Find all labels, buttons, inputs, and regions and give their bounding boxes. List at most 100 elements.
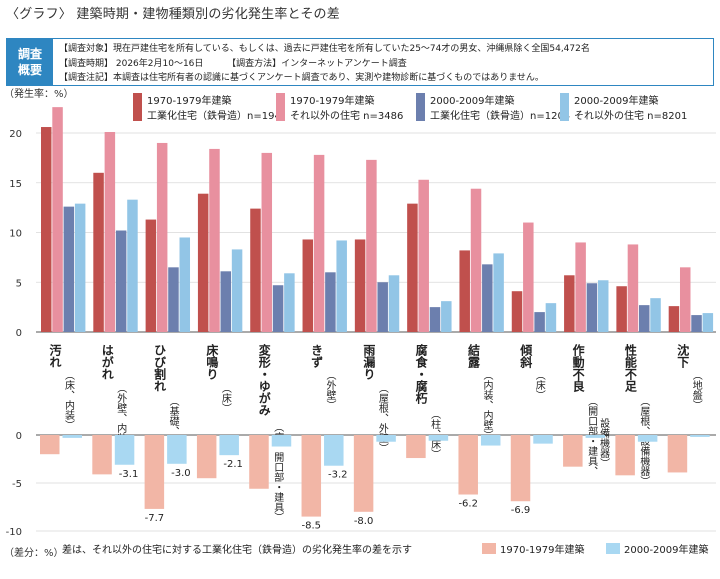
bar-bottom <box>458 435 478 495</box>
legend-label-top: 工業化住宅（鉄骨造）n=1204 <box>430 109 570 122</box>
bar-top <box>52 107 63 332</box>
bar-bottom <box>428 435 449 441</box>
category-label: ひび割れ <box>153 344 167 392</box>
survey-method: 【調査方法】インターネットアンケート調査 <box>227 59 407 69</box>
bar-top <box>627 244 639 332</box>
bar-bottom <box>219 435 239 456</box>
bar-top <box>354 239 366 332</box>
bar-top <box>325 272 336 332</box>
legend-label-bottom: 2000-2009年建築 <box>624 543 709 556</box>
data-label-bottom: -8.5 <box>302 521 322 532</box>
category-label: 腐食・腐朽 <box>414 343 428 405</box>
data-label-bottom: -6.9 <box>511 505 531 516</box>
bar-top <box>145 219 157 332</box>
category-label: 沈下 <box>676 343 690 369</box>
bar-bottom <box>615 435 635 476</box>
legend-label-bottom: 1970-1979年建築 <box>500 543 585 556</box>
y-tick-label-bottom: -10 <box>6 527 22 538</box>
survey-summary-box: 調査 概要 【調査対象】現在戸建住宅を所有している、もしくは、過去に戸建住宅を所… <box>6 38 714 86</box>
bar-bottom <box>533 435 553 444</box>
y-axis-label-bottom: （差分：%） <box>4 546 64 559</box>
bar-top <box>388 275 400 332</box>
bar-top <box>272 285 284 332</box>
legend-label-top: それ以外の住宅 n=8201 <box>574 109 687 122</box>
survey-target: 【調査対象】現在戸建住宅を所有している、もしくは、過去に戸建住宅を所有していた2… <box>59 44 590 54</box>
y-tick-label-bottom: -5 <box>12 479 22 490</box>
bar-top <box>534 312 545 332</box>
legend-swatch-bottom <box>606 543 620 554</box>
category-sublabel: （外壁） <box>324 370 336 410</box>
bar-top <box>168 267 179 332</box>
bar-bottom <box>480 435 501 446</box>
legend-swatch-bottom <box>482 543 496 554</box>
bar-top <box>302 239 314 332</box>
bar-top <box>511 291 523 332</box>
data-label-bottom: -3.2 <box>328 470 348 481</box>
bar-top <box>284 273 295 332</box>
category-sublabel: （地盤） <box>690 370 702 410</box>
bar-top <box>564 275 575 332</box>
category-sublabel: （床） <box>533 370 545 400</box>
bar-top <box>575 242 586 332</box>
y-tick-label-top: 0 <box>16 328 22 339</box>
bar-bottom <box>301 435 322 517</box>
bar-top <box>616 286 627 332</box>
category-label: 結露 <box>466 343 480 369</box>
category-label: 雨漏り <box>362 344 376 380</box>
data-label-bottom: -6.2 <box>458 499 478 510</box>
bar-bottom <box>667 435 688 473</box>
data-label-bottom: -2.1 <box>223 459 243 470</box>
category-label: 傾斜 <box>519 343 533 369</box>
data-label-bottom: -8.0 <box>354 516 374 527</box>
bar-top <box>597 280 609 332</box>
survey-period: 【調査時期】 2026年2月10～16日 <box>59 59 204 69</box>
category-label: 変形・ゆがみ <box>257 343 271 416</box>
survey-badge-line2: 概要 <box>17 63 42 77</box>
bar-top <box>41 127 52 332</box>
bar-top <box>668 306 680 332</box>
bar-top <box>179 237 191 332</box>
legend-label-top: 2000-2009年建築 <box>430 94 515 107</box>
bar-top <box>366 159 377 332</box>
legend-swatch-top <box>133 93 142 121</box>
bar-bottom <box>406 435 426 459</box>
bar-top <box>220 271 232 332</box>
bar-bottom <box>114 435 135 465</box>
bar-bottom <box>690 435 710 437</box>
bar-bottom <box>271 435 292 447</box>
bar-bottom <box>510 435 531 502</box>
category-sublabel: （床、内装） <box>63 370 75 430</box>
bar-top <box>679 267 691 332</box>
legend-swatch-top <box>560 93 569 121</box>
y-axis-label-top: （発生率：%） <box>4 87 74 100</box>
legend-label-top: 工業化住宅（鉄骨造）n=194 <box>147 109 281 122</box>
data-label-bottom: -7.7 <box>145 513 165 524</box>
bar-top <box>377 282 388 332</box>
bar-bottom <box>563 435 583 467</box>
category-sublabel: 設備機器） <box>598 417 610 468</box>
bar-top <box>523 222 534 332</box>
category-sublabel: （屋根、外壁） <box>376 383 388 453</box>
bar-bottom <box>376 435 396 442</box>
bar-top <box>156 142 168 332</box>
bar-top <box>63 206 75 332</box>
y-tick-label-bottom: 0 <box>16 431 22 442</box>
legend-label-top: 1970-1979年建築 <box>290 94 375 107</box>
bar-bottom <box>637 435 658 442</box>
y-tick-label-top: 15 <box>9 179 22 190</box>
bar-bottom <box>585 435 606 438</box>
y-tick-label-top: 10 <box>9 229 22 240</box>
y-tick-label-top: 20 <box>9 129 22 140</box>
bar-top <box>691 315 702 332</box>
category-sublabel: （床） <box>219 383 231 413</box>
bar-bottom <box>40 435 60 455</box>
legend-swatch-top <box>276 93 285 121</box>
bar-top <box>470 188 482 332</box>
data-label-bottom: -3.1 <box>119 469 139 480</box>
category-label: 作動不良 <box>571 343 585 393</box>
bar-top <box>482 264 493 332</box>
bar-top <box>261 152 273 332</box>
survey-badge-line1: 調査 <box>17 47 42 61</box>
legend-swatch-top <box>416 93 425 121</box>
